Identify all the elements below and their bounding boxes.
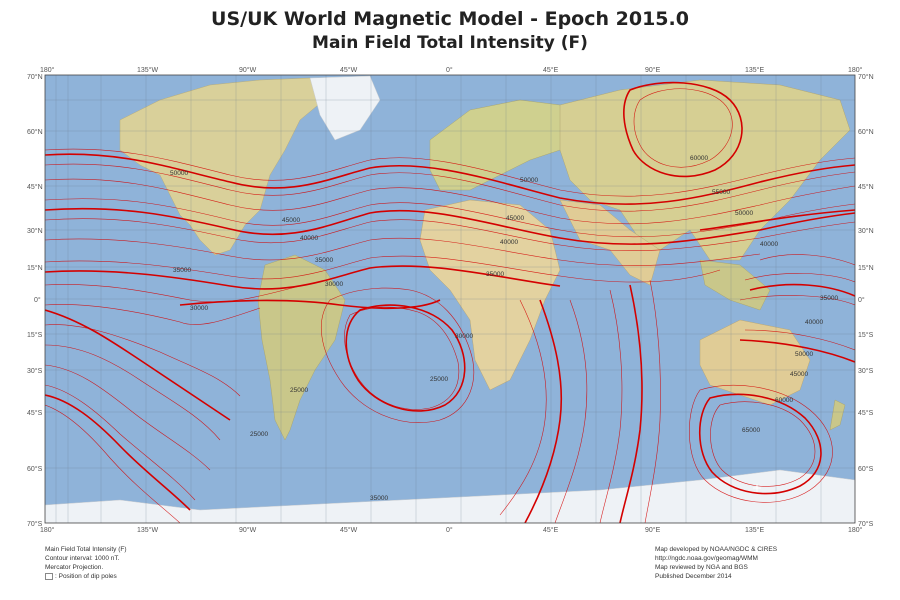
lat-label: 30°N bbox=[27, 227, 43, 235]
lat-label: 45°S bbox=[27, 409, 43, 417]
contour-label: 40000 bbox=[300, 235, 318, 242]
lat-label: 30°N bbox=[858, 227, 874, 235]
lat-label: 45°N bbox=[27, 183, 43, 191]
contour-label: 45000 bbox=[790, 371, 808, 378]
contour-label: 30000 bbox=[325, 281, 343, 288]
land-asia bbox=[559, 79, 851, 261]
lon-label: 90°W bbox=[239, 66, 257, 74]
major-contours bbox=[45, 81, 855, 523]
lon-label: 180° bbox=[40, 526, 55, 534]
land-greenland bbox=[309, 75, 381, 141]
contour-label: 45000 bbox=[506, 215, 524, 222]
footer-line: Map developed by NOAA/NGDC & CIRES bbox=[655, 546, 778, 553]
lat-label: 60°S bbox=[858, 465, 874, 473]
footer-line: Mercator Projection. bbox=[45, 564, 104, 571]
contour-label: 30000 bbox=[455, 333, 473, 340]
lat-label: 30°S bbox=[858, 367, 874, 375]
lon-label: 45°W bbox=[340, 66, 358, 74]
lon-label: 180° bbox=[848, 526, 863, 534]
contour-label: 55000 bbox=[712, 189, 730, 196]
lat-label: 70°N bbox=[27, 73, 43, 81]
south-dip-pole-marker bbox=[753, 484, 761, 492]
contour-labels: 65000 60000 60000 55000 50000 50000 5000… bbox=[170, 155, 838, 502]
dip-pole-legend-icon bbox=[45, 572, 53, 580]
longitude-labels-top: 180° 135°W 90°W 45°W 0° 45°E 90°E 135°E … bbox=[40, 66, 863, 74]
land-southeast-asia bbox=[699, 259, 771, 311]
contour-label: 60000 bbox=[690, 155, 708, 162]
contour-label: 35000 bbox=[315, 257, 333, 264]
contour-label: 60000 bbox=[775, 397, 793, 404]
land-africa bbox=[419, 199, 561, 391]
lon-label: 135°W bbox=[137, 526, 158, 534]
contour-label: 35000 bbox=[486, 271, 504, 278]
contour-label: 45000 bbox=[282, 217, 300, 224]
map-title: US/UK World Magnetic Model - Epoch 2015.… bbox=[211, 8, 689, 30]
lat-label: 70°S bbox=[858, 520, 874, 528]
contour-label: 40000 bbox=[500, 239, 518, 246]
contour-label: 65000 bbox=[742, 427, 760, 434]
longitude-labels-bottom: 180° 135°W 90°W 45°W 0° 45°E 90°E 135°E … bbox=[40, 526, 863, 534]
contour-label: 50000 bbox=[520, 177, 538, 184]
lat-label: 60°N bbox=[858, 128, 874, 136]
lat-label: 0° bbox=[858, 296, 865, 304]
lon-label: 90°E bbox=[645, 526, 661, 534]
lon-label: 45°E bbox=[543, 526, 559, 534]
latitude-labels-right: 70°N 60°N 45°N 30°N 15°N 0° 15°S 30°S 45… bbox=[858, 73, 874, 528]
lon-label: 135°W bbox=[137, 66, 158, 74]
lat-label: 60°N bbox=[27, 128, 43, 136]
footer-legend-left: Main Field Total Intensity (F) Contour i… bbox=[45, 545, 127, 581]
contour-label: 35000 bbox=[370, 495, 388, 502]
contour-label: 40000 bbox=[805, 319, 823, 326]
contour-label: 35000 bbox=[173, 267, 191, 274]
dip-pole-legend: : Position of dip poles bbox=[45, 572, 127, 581]
lon-label: 135°E bbox=[745, 66, 764, 74]
lon-label: 180° bbox=[40, 66, 55, 74]
contour-label: 35000 bbox=[820, 295, 838, 302]
lat-label: 30°S bbox=[27, 367, 43, 375]
land-north-america bbox=[119, 77, 331, 256]
latitude-labels-left: 70°N 60°N 45°N 30°N 15°N 0° 15°S 30°S 45… bbox=[27, 73, 43, 528]
lon-label: 135°E bbox=[745, 526, 764, 534]
footer-line: Main Field Total Intensity (F) bbox=[45, 546, 127, 553]
lat-label: 0° bbox=[34, 296, 41, 304]
contour-label: 50000 bbox=[735, 210, 753, 217]
lat-label: 15°N bbox=[858, 264, 874, 272]
lon-label: 0° bbox=[446, 526, 453, 534]
lon-label: 0° bbox=[446, 66, 453, 74]
contour-label: 25000 bbox=[430, 376, 448, 383]
lat-label: 15°N bbox=[27, 264, 43, 272]
footer-line: Published December 2014 bbox=[655, 573, 732, 580]
contour-label: 50000 bbox=[170, 170, 188, 177]
footer-line: Contour interval: 1000 nT. bbox=[45, 555, 120, 562]
minor-contours bbox=[45, 88, 855, 523]
lon-label: 45°E bbox=[543, 66, 559, 74]
lon-label: 45°W bbox=[340, 526, 358, 534]
land-new-zealand bbox=[829, 399, 846, 431]
contour-label: 30000 bbox=[190, 305, 208, 312]
lat-label: 15°S bbox=[27, 331, 43, 339]
contour-label: 40000 bbox=[760, 241, 778, 248]
footer-credits-right: Map developed by NOAA/NGDC & CIRES http:… bbox=[655, 545, 777, 581]
map-subtitle: Main Field Total Intensity (F) bbox=[312, 33, 588, 53]
land-australia bbox=[699, 319, 811, 406]
contour-label: 25000 bbox=[290, 387, 308, 394]
lon-label: 90°E bbox=[645, 66, 661, 74]
footer-line: http://ngdc.noaa.gov/geomag/WMM bbox=[655, 555, 758, 562]
lat-label: 15°S bbox=[858, 331, 874, 339]
lat-label: 70°N bbox=[858, 73, 874, 81]
contour-label: 25000 bbox=[250, 431, 268, 438]
footer-line: : Position of dip poles bbox=[55, 573, 117, 580]
lat-label: 70°S bbox=[27, 520, 43, 528]
land-europe bbox=[429, 99, 581, 191]
lat-label: 60°S bbox=[27, 465, 43, 473]
lat-label: 45°S bbox=[858, 409, 874, 417]
lat-label: 45°N bbox=[858, 183, 874, 191]
contour-label: 50000 bbox=[795, 351, 813, 358]
map-frame bbox=[44, 74, 856, 524]
land-antarctica bbox=[45, 469, 855, 523]
lon-label: 90°W bbox=[239, 526, 257, 534]
lon-label: 180° bbox=[848, 66, 863, 74]
footer-line: Map reviewed by NGA and BGS bbox=[655, 564, 748, 571]
